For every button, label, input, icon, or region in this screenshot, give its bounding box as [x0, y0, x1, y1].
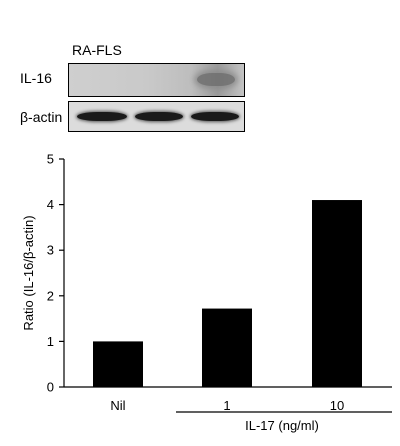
cell-type-label: RA-FLS	[72, 42, 122, 58]
x-tick-label: 1	[223, 398, 230, 413]
y-tick-label: 2	[47, 288, 54, 303]
y-tick-label: 1	[47, 334, 54, 349]
actin-band-3	[191, 112, 239, 121]
x-tick-label: Nil	[110, 398, 125, 413]
group-label: IL-17 (ng/ml)	[245, 418, 319, 433]
bar-10	[312, 200, 362, 387]
actin-blot-image	[68, 101, 245, 132]
il16-band-3	[197, 73, 235, 86]
y-tick-label: 5	[47, 152, 54, 167]
actin-row-label: β-actin	[20, 109, 63, 125]
il16-row-label: IL-16	[20, 70, 52, 86]
y-axis-title: Ratio (IL-16/β-actin)	[21, 215, 36, 330]
actin-band-1	[77, 112, 127, 121]
actin-band-2	[135, 112, 183, 121]
y-tick-label: 3	[47, 243, 54, 258]
x-tick-label: 10	[330, 398, 344, 413]
il16-blot-image	[68, 63, 245, 97]
y-tick-label: 4	[47, 197, 54, 212]
bar-1	[202, 308, 252, 387]
y-tick-label: 0	[47, 380, 54, 395]
bar-nil	[93, 341, 143, 387]
